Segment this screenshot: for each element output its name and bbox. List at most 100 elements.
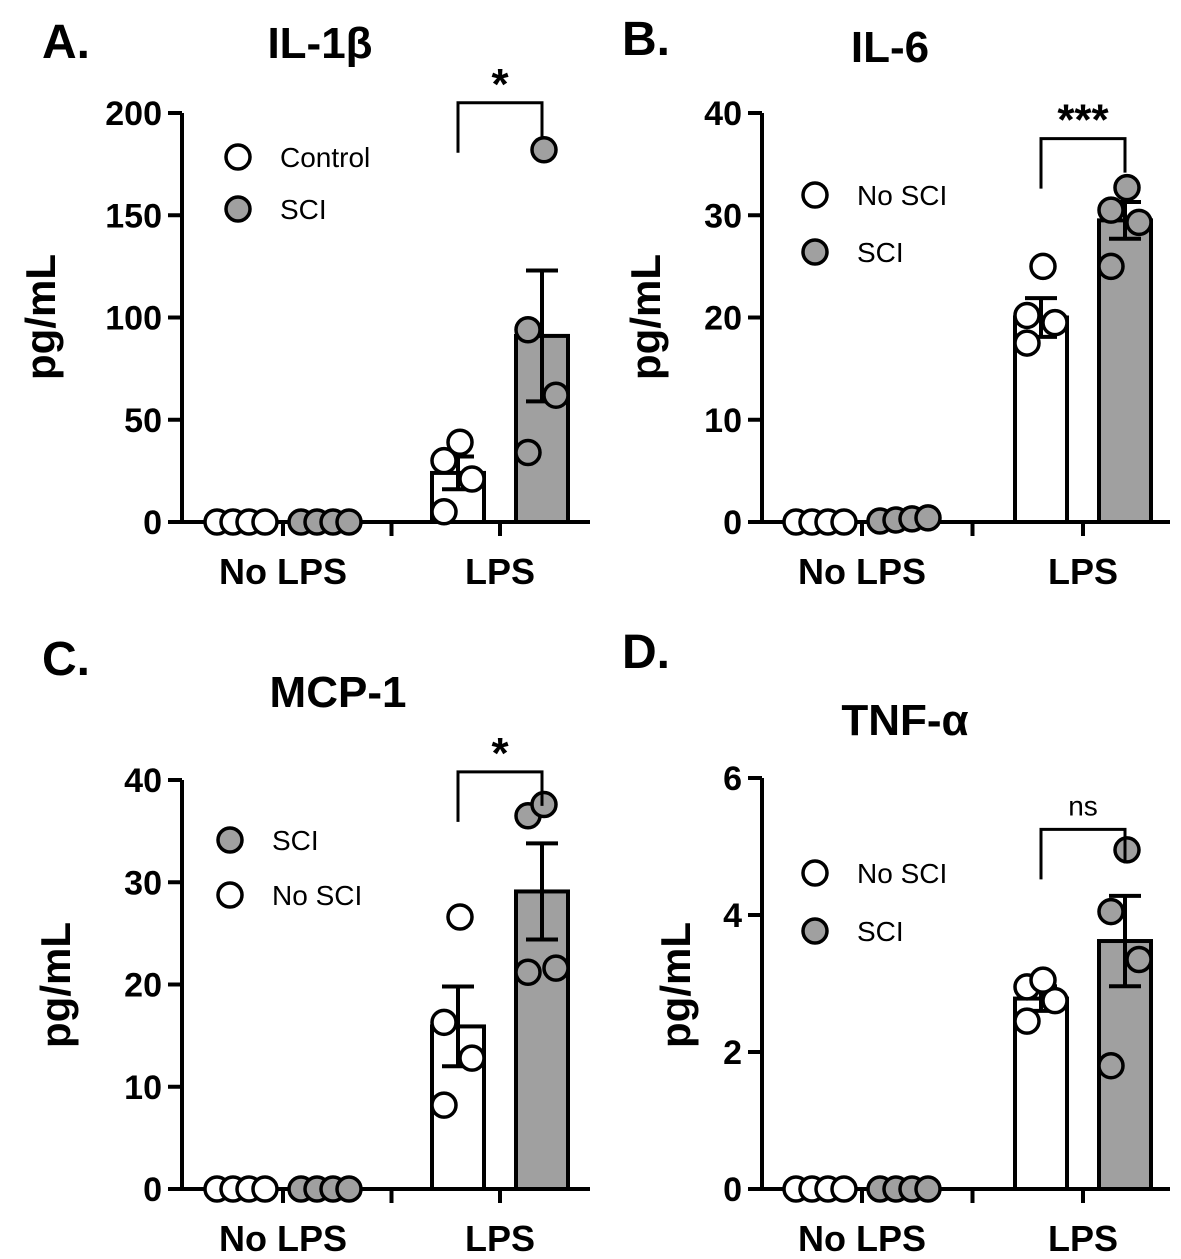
- data-point: [1113, 173, 1141, 202]
- legend-label: No SCI: [272, 880, 362, 911]
- significance-bracket: [456, 101, 544, 153]
- legend-marker: [801, 238, 829, 266]
- y-tick-label: 40: [704, 95, 742, 133]
- data-point: [1097, 1051, 1125, 1080]
- data-point: [530, 790, 558, 819]
- data-point: [830, 508, 858, 536]
- y-tick-label: 0: [723, 504, 742, 542]
- data-point: [1029, 252, 1057, 281]
- y-tick-label: 6: [723, 760, 742, 798]
- data-point: [514, 958, 542, 986]
- legend-label: SCI: [857, 916, 904, 947]
- y-tick-label: 30: [704, 197, 742, 235]
- data-point: [335, 508, 363, 536]
- legend-marker: [224, 143, 252, 171]
- y-tick-label: 30: [124, 864, 162, 902]
- y-tick-label: 4: [723, 897, 742, 935]
- chart-title: IL-1β: [267, 19, 372, 68]
- data-point: [542, 954, 570, 982]
- data-point: [514, 316, 542, 344]
- legend-label: SCI: [280, 194, 327, 225]
- data-point: [1041, 986, 1069, 1015]
- data-point: [430, 1091, 458, 1119]
- data-point: [1029, 966, 1057, 994]
- y-tick-label: 0: [143, 1171, 162, 1209]
- data-point: [1097, 252, 1125, 281]
- data-point: [1013, 301, 1041, 330]
- data-point: [1013, 329, 1041, 357]
- legend-label: No SCI: [857, 180, 947, 211]
- legend-marker: [801, 181, 829, 209]
- data-point: [251, 508, 279, 536]
- data-point: [542, 381, 570, 409]
- data-point: [446, 428, 474, 456]
- x-tick-label: LPS: [1048, 551, 1118, 592]
- y-tick-label: 200: [105, 95, 162, 133]
- data-point: [1041, 308, 1069, 337]
- significance-label: *: [491, 60, 509, 109]
- x-tick-label: No LPS: [219, 1218, 347, 1254]
- significance-label: ***: [1057, 96, 1109, 145]
- y-axis-label: pg/mL: [652, 922, 699, 1048]
- y-tick-label: 0: [143, 504, 162, 542]
- significance-bracket: [1039, 137, 1127, 189]
- data-point: [430, 498, 458, 526]
- y-tick-label: 20: [704, 300, 742, 338]
- x-tick-label: LPS: [1048, 1218, 1118, 1254]
- data-point: [458, 465, 486, 493]
- y-axis-label: pg/mL: [32, 922, 79, 1048]
- y-tick-label: 150: [105, 197, 162, 235]
- data-point: [1125, 208, 1153, 237]
- x-tick-label: No LPS: [219, 551, 347, 592]
- data-point: [514, 438, 542, 467]
- panel-letter: A.: [42, 16, 90, 69]
- chart-title: IL-6: [851, 23, 929, 72]
- data-point: [251, 1175, 279, 1203]
- significance-label: *: [491, 729, 509, 778]
- data-point: [530, 136, 558, 164]
- x-tick-label: LPS: [465, 1218, 535, 1254]
- data-point: [446, 903, 474, 931]
- y-tick-label: 100: [105, 300, 162, 338]
- significance-label: ns: [1068, 790, 1098, 821]
- significance-bracket: [1039, 827, 1127, 880]
- chart-title: MCP-1: [270, 668, 407, 717]
- legend-marker: [216, 881, 244, 909]
- data-point: [430, 446, 458, 475]
- chart-title: TNF-α: [841, 696, 968, 745]
- y-tick-label: 2: [723, 1034, 742, 1072]
- y-tick-label: 10: [124, 1069, 162, 1107]
- panel-letter: C.: [42, 633, 90, 686]
- legend-label: SCI: [272, 825, 319, 856]
- data-point: [830, 1175, 858, 1203]
- legend-label: Control: [280, 142, 370, 173]
- chart-panel-1: A. IL-1β pg/mL 0 50 100 150 200 No LPS LPS * Contro…: [17, 16, 590, 592]
- y-tick-label: 20: [124, 967, 162, 1005]
- x-tick-label: No LPS: [798, 551, 926, 592]
- y-tick-label: 10: [704, 402, 742, 440]
- data-point: [335, 1175, 363, 1203]
- data-point: [1125, 945, 1153, 974]
- x-tick-label: No LPS: [798, 1218, 926, 1254]
- panel-letter: B.: [622, 13, 670, 66]
- data-point: [458, 1044, 486, 1072]
- legend-label: SCI: [857, 237, 904, 268]
- significance-bracket: [456, 770, 544, 822]
- legend-marker: [801, 917, 829, 945]
- panel-letter: D.: [622, 626, 670, 679]
- data-point: [1097, 196, 1125, 224]
- chart-panel-4: D. TNF-α pg/mL 0 2 4 6 No LPS LPS ns No SCI SCI: [622, 626, 1170, 1259]
- y-axis-label: pg/mL: [17, 254, 64, 380]
- legend-marker: [216, 826, 244, 854]
- chart-panel-3: C. MCP-1 pg/mL 0 10 20 30 40 No LPS LPS * SCI No SCI: [32, 633, 590, 1259]
- chart-panel-2: B. IL-6 pg/mL 0 10 20 30 40 No LPS LPS *** No SCI SC…: [622, 13, 1170, 592]
- y-tick-label: 50: [124, 402, 162, 440]
- data-point: [914, 1175, 942, 1203]
- y-axis-label: pg/mL: [622, 254, 669, 380]
- data-point: [1113, 836, 1141, 864]
- data-point: [430, 1008, 458, 1037]
- y-tick-label: 40: [124, 762, 162, 800]
- data-point: [1013, 1007, 1041, 1035]
